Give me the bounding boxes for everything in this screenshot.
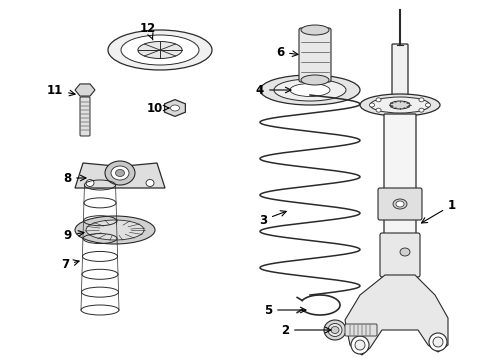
Ellipse shape (121, 35, 199, 65)
Ellipse shape (418, 98, 423, 102)
Ellipse shape (86, 180, 94, 186)
Ellipse shape (105, 161, 135, 185)
Ellipse shape (273, 79, 346, 101)
Ellipse shape (301, 25, 328, 35)
Ellipse shape (115, 170, 124, 176)
Ellipse shape (375, 98, 380, 102)
Ellipse shape (399, 248, 409, 256)
Ellipse shape (369, 97, 429, 113)
Text: 11: 11 (47, 84, 75, 96)
Text: 2: 2 (281, 324, 330, 337)
Polygon shape (75, 84, 95, 96)
Polygon shape (75, 163, 164, 188)
Text: 4: 4 (255, 84, 290, 96)
Text: 12: 12 (140, 22, 156, 40)
Text: 8: 8 (63, 171, 86, 185)
Ellipse shape (108, 30, 212, 70)
Ellipse shape (375, 108, 380, 112)
Text: 10: 10 (146, 102, 169, 114)
Ellipse shape (146, 180, 154, 186)
Text: 7: 7 (61, 258, 79, 271)
Ellipse shape (389, 101, 409, 109)
Ellipse shape (289, 84, 329, 96)
Ellipse shape (86, 220, 143, 240)
Polygon shape (164, 100, 185, 116)
Ellipse shape (75, 216, 155, 244)
FancyBboxPatch shape (80, 97, 90, 136)
FancyBboxPatch shape (345, 324, 376, 336)
Ellipse shape (395, 201, 403, 207)
FancyBboxPatch shape (377, 188, 421, 220)
Ellipse shape (324, 320, 346, 340)
Ellipse shape (327, 324, 341, 337)
FancyBboxPatch shape (298, 28, 330, 82)
Ellipse shape (301, 75, 328, 85)
Ellipse shape (260, 75, 359, 105)
Ellipse shape (82, 176, 117, 188)
FancyBboxPatch shape (383, 114, 415, 246)
Ellipse shape (350, 336, 368, 354)
Text: 5: 5 (264, 303, 305, 316)
Ellipse shape (432, 337, 442, 347)
Ellipse shape (354, 340, 364, 350)
FancyBboxPatch shape (391, 44, 407, 106)
Ellipse shape (369, 103, 374, 107)
Ellipse shape (138, 41, 182, 59)
Ellipse shape (111, 166, 129, 180)
Text: 9: 9 (64, 229, 84, 242)
Text: 6: 6 (275, 45, 297, 59)
Text: 3: 3 (259, 211, 285, 226)
Ellipse shape (170, 105, 179, 111)
Ellipse shape (392, 199, 406, 209)
Polygon shape (345, 275, 447, 355)
Ellipse shape (359, 94, 439, 116)
Ellipse shape (428, 333, 446, 351)
Ellipse shape (418, 108, 423, 112)
Text: 1: 1 (421, 198, 455, 223)
Ellipse shape (330, 327, 338, 333)
FancyBboxPatch shape (379, 233, 419, 277)
Ellipse shape (425, 103, 429, 107)
